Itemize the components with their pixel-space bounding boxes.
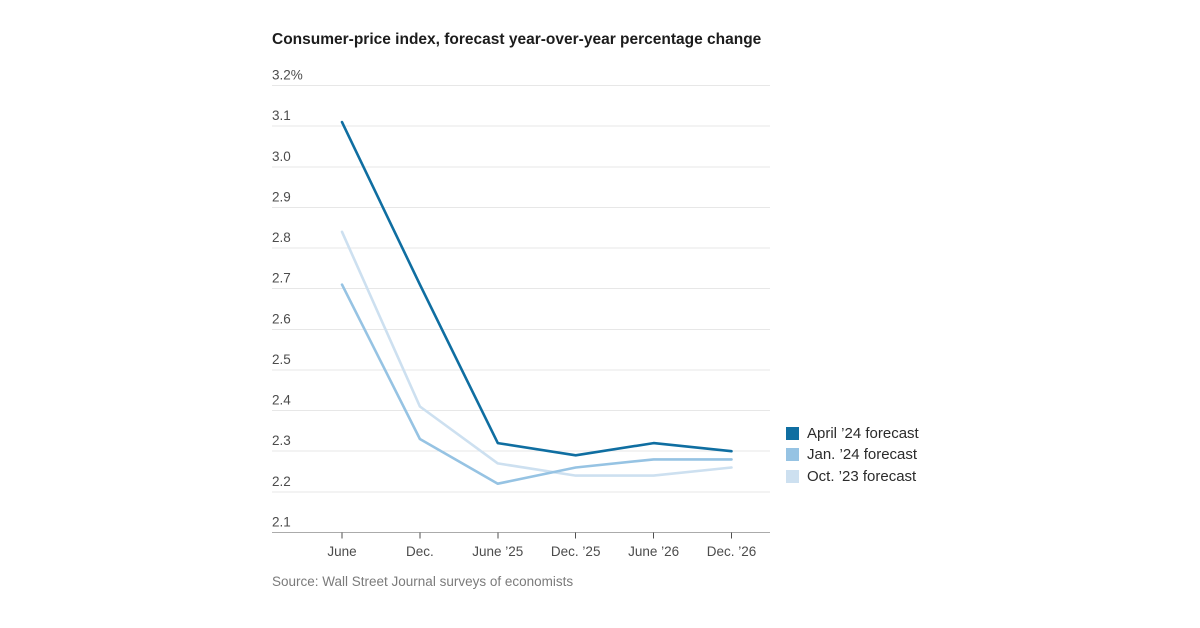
legend-swatch-jan-24-icon <box>786 448 799 461</box>
series-line-jan-24-forecast <box>340 283 733 486</box>
chart-title: Consumer-price index, forecast year-over… <box>272 31 762 48</box>
y-tick-label: 2.1 <box>272 515 291 530</box>
x-tick-label: June ’26 <box>628 544 679 559</box>
legend-item-april-24: April ’24 forecast <box>786 424 919 442</box>
y-tick-label: 3.1 <box>272 108 291 123</box>
legend-item-oct-23: Oct. ’23 forecast <box>786 467 919 485</box>
legend-swatch-oct-23-icon <box>786 469 799 483</box>
legend-label: Oct. ’23 forecast <box>807 467 917 485</box>
x-tick-label: Dec. ’25 <box>551 544 601 559</box>
y-tick-label: 3.2% <box>272 68 303 83</box>
y-tick-label: 3.0 <box>272 149 291 164</box>
y-tick-label: 2.6 <box>272 311 291 326</box>
series-line-oct-23-forecast <box>340 230 733 477</box>
x-tick-label: Dec. ’26 <box>707 544 757 559</box>
y-tick-label: 2.5 <box>272 352 291 367</box>
legend-item-jan-24: Jan. ’24 forecast <box>786 446 919 464</box>
y-tick-label: 2.8 <box>272 230 291 245</box>
y-tick-label: 2.7 <box>272 271 291 286</box>
y-tick-label: 2.3 <box>272 433 291 448</box>
legend-label: Jan. ’24 forecast <box>807 446 918 463</box>
legend-label: April ’24 forecast <box>807 424 919 442</box>
legend: April ’24 forecast Jan. ’24 forecast Oct… <box>786 424 919 489</box>
source-note: Source: Wall Street Journal surveys of e… <box>272 574 574 589</box>
y-tick-label: 2.4 <box>272 393 291 408</box>
x-tick-label: June ’25 <box>472 544 523 559</box>
x-tick-label: June <box>327 544 356 559</box>
y-tick-label: 2.2 <box>272 474 291 489</box>
series-line-april-24-forecast <box>340 120 733 457</box>
x-tick-label: Dec. <box>406 544 434 559</box>
y-tick-label: 2.9 <box>272 189 291 204</box>
legend-swatch-april-24-icon <box>786 426 799 440</box>
